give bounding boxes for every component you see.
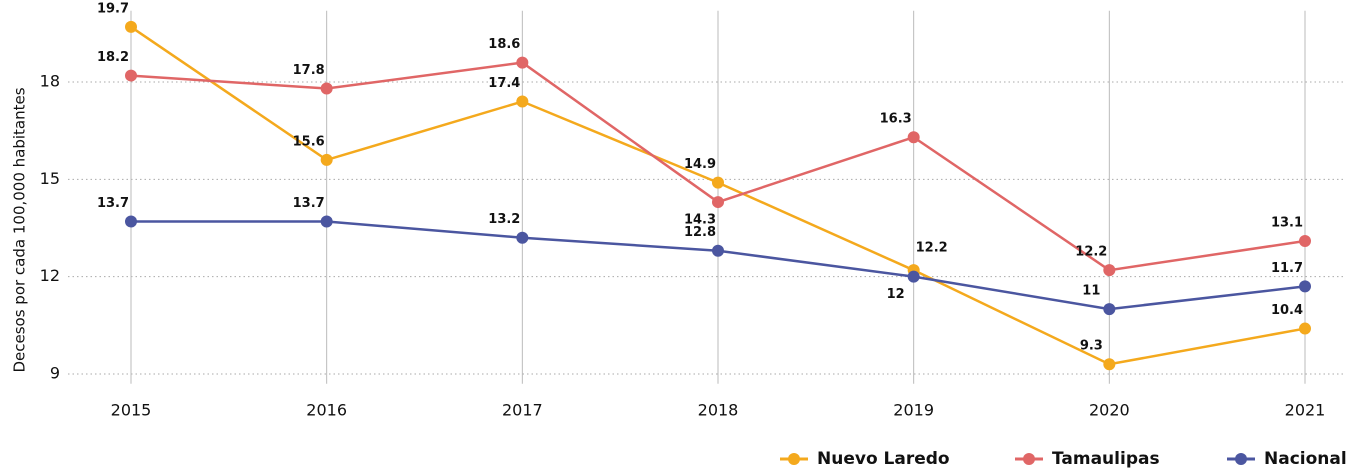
point: [125, 215, 137, 228]
point: [1103, 264, 1116, 277]
x-tick-label: 2020: [1089, 401, 1130, 420]
data-label: 10.4: [1271, 303, 1303, 318]
data-label: 11: [1082, 284, 1100, 299]
x-tick-label: 2018: [698, 401, 739, 420]
legend-marker: [1023, 453, 1035, 465]
point: [320, 153, 333, 166]
y-tick-label: 9: [50, 363, 60, 382]
x-tick-label: 2016: [306, 401, 347, 420]
x-tick-label: 2019: [893, 401, 934, 420]
point: [712, 196, 724, 209]
data-label: 18.2: [97, 50, 129, 65]
data-label: 12: [887, 287, 905, 302]
y-tick-label: 15: [40, 169, 60, 188]
data-label: 13.7: [97, 196, 129, 211]
data-label: 17.8: [293, 63, 325, 78]
legend-marker: [1235, 453, 1247, 465]
data-label: 9.3: [1080, 339, 1103, 354]
point: [320, 82, 333, 95]
data-label: 12.8: [684, 225, 716, 240]
point: [125, 69, 137, 82]
x-tick-label: 2015: [111, 401, 152, 420]
data-label: 14.3: [684, 213, 716, 228]
data-label: 18.6: [488, 37, 520, 52]
data-label: 16.3: [880, 112, 912, 127]
legend-label: Tamaulipas: [1052, 449, 1160, 469]
point: [516, 95, 529, 108]
data-label: 17.4: [488, 76, 520, 91]
data-label: 13.1: [1271, 215, 1303, 230]
y-tick-label: 18: [40, 72, 60, 91]
point: [1299, 234, 1311, 247]
point: [1299, 322, 1311, 335]
data-label: 12.2: [1075, 245, 1107, 260]
point: [1299, 280, 1311, 293]
point: [125, 20, 137, 33]
point: [712, 244, 724, 257]
x-tick-label: 2021: [1285, 401, 1326, 420]
point: [1103, 303, 1116, 316]
data-label: 12.2: [916, 241, 948, 256]
data-label: 13.2: [488, 212, 520, 227]
data-label: 13.7: [293, 196, 325, 211]
data-label: 14.9: [684, 157, 716, 172]
legend-marker: [788, 453, 800, 465]
data-label: 15.6: [293, 134, 325, 149]
x-tick-label: 2017: [502, 401, 543, 420]
legend-label: Nuevo Laredo: [817, 449, 950, 469]
y-axis-label: Decesos por cada 100,000 habitantes: [11, 87, 29, 372]
y-tick-label: 12: [40, 266, 60, 285]
point: [1103, 358, 1116, 371]
point: [516, 56, 529, 69]
point: [516, 231, 529, 244]
legend-label: Nacional: [1264, 449, 1347, 469]
data-label: 11.7: [1271, 261, 1303, 276]
point: [712, 176, 724, 189]
data-label: 19.7: [97, 1, 129, 16]
point: [907, 270, 920, 283]
point: [907, 131, 920, 144]
point: [320, 215, 333, 228]
